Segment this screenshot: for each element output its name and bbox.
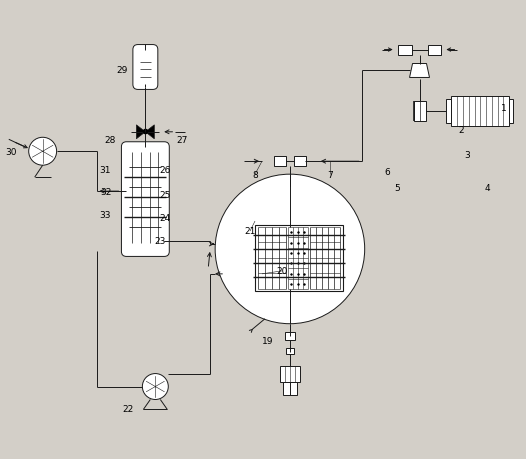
Text: 33: 33 bbox=[100, 210, 111, 219]
Text: 31: 31 bbox=[100, 165, 111, 174]
Text: 4: 4 bbox=[484, 183, 490, 192]
Bar bbox=[286, 348, 294, 354]
Polygon shape bbox=[145, 126, 154, 140]
Circle shape bbox=[143, 374, 168, 400]
Bar bbox=[283, 382, 297, 396]
Text: 21: 21 bbox=[245, 227, 256, 236]
Text: 27: 27 bbox=[177, 135, 188, 145]
Bar bbox=[428, 45, 441, 56]
Text: 1: 1 bbox=[501, 104, 507, 112]
Bar bbox=[509, 100, 513, 124]
Polygon shape bbox=[410, 64, 430, 78]
Text: 26: 26 bbox=[159, 165, 171, 174]
Text: 3: 3 bbox=[464, 151, 470, 159]
Bar bbox=[413, 102, 426, 122]
Text: 7: 7 bbox=[327, 170, 332, 179]
FancyBboxPatch shape bbox=[133, 45, 158, 90]
Bar bbox=[447, 100, 451, 124]
Bar bbox=[285, 332, 295, 340]
Text: 19: 19 bbox=[262, 336, 274, 346]
Text: 23: 23 bbox=[155, 237, 166, 246]
FancyBboxPatch shape bbox=[122, 142, 169, 257]
Bar bbox=[398, 45, 411, 56]
Bar bbox=[280, 366, 300, 382]
Bar bbox=[294, 157, 306, 167]
Text: 28: 28 bbox=[105, 135, 116, 145]
Circle shape bbox=[215, 175, 365, 324]
Text: 32: 32 bbox=[100, 187, 111, 196]
Text: 29: 29 bbox=[117, 66, 128, 75]
Text: 25: 25 bbox=[159, 190, 171, 199]
Bar bbox=[274, 157, 286, 167]
Text: 5: 5 bbox=[394, 183, 400, 192]
Bar bbox=[255, 225, 343, 291]
Text: 8: 8 bbox=[252, 170, 258, 179]
Text: 2: 2 bbox=[459, 125, 464, 134]
Text: 20: 20 bbox=[276, 267, 288, 276]
Text: 24: 24 bbox=[160, 213, 171, 222]
Text: 30: 30 bbox=[5, 147, 16, 157]
Polygon shape bbox=[136, 126, 145, 140]
Text: 22: 22 bbox=[123, 404, 134, 413]
Circle shape bbox=[29, 138, 57, 166]
Text: 6: 6 bbox=[385, 168, 390, 176]
Bar bbox=[451, 97, 509, 127]
